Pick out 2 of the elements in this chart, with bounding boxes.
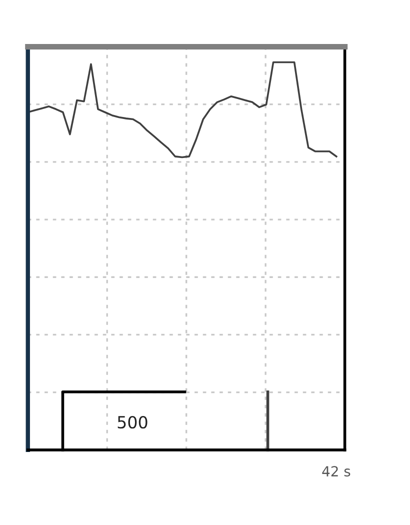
annotation: 500 <box>118 416 148 429</box>
text: 42 s <box>322 466 350 477</box>
